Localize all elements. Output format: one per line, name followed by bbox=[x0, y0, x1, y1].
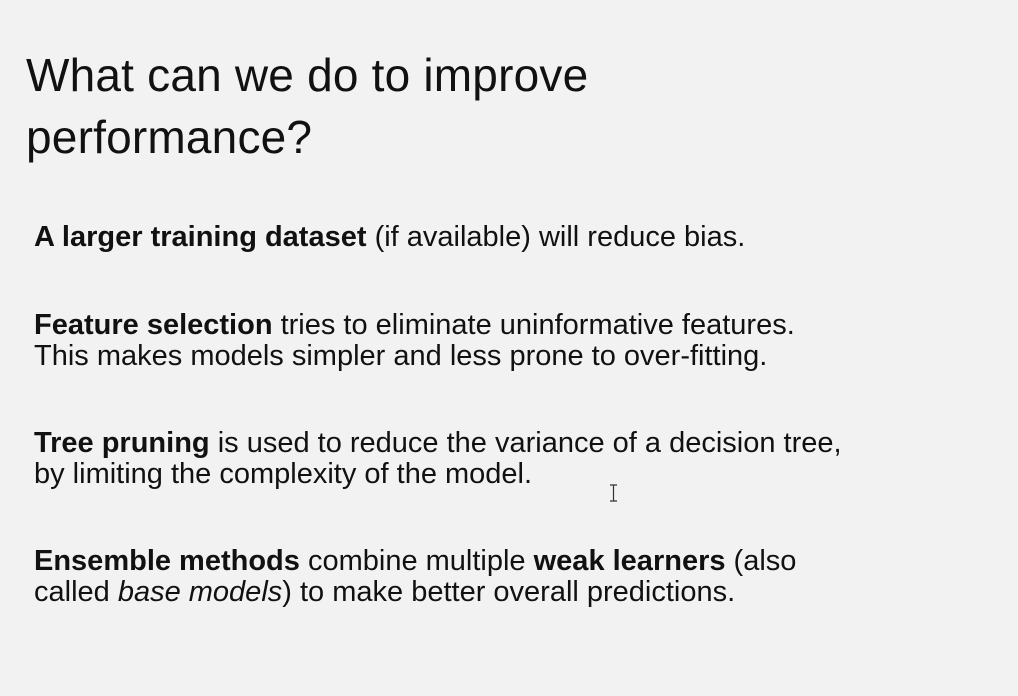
point-4-weak-learners: weak learners bbox=[533, 545, 726, 577]
point-3-lead: Tree pruning bbox=[34, 427, 210, 459]
point-feature-selection: Feature selection tries to eliminate uni… bbox=[34, 310, 795, 372]
point-ensemble-methods: Ensemble methods combine multiple weak l… bbox=[34, 546, 796, 608]
point-training-dataset: A larger training dataset (if available)… bbox=[34, 222, 745, 253]
point-4-line-2-start: called bbox=[34, 576, 118, 608]
point-4-line-2-end: ) to make better overall predictions. bbox=[282, 576, 736, 608]
point-2-text-line-2: This makes models simpler and less prone… bbox=[34, 340, 768, 372]
point-4-base-models: base models bbox=[117, 576, 283, 608]
point-1-text: (if available) will reduce bias. bbox=[366, 221, 746, 253]
point-2-lead: Feature selection bbox=[34, 309, 273, 341]
point-tree-pruning: Tree pruning is used to reduce the varia… bbox=[34, 428, 842, 490]
point-1-lead: A larger training dataset bbox=[34, 221, 367, 253]
title-line-1: What can we do to improve bbox=[26, 49, 589, 101]
slide-title: What can we do to improve performance? bbox=[26, 44, 786, 168]
point-3-text-line-2: by limiting the complexity of the model. bbox=[34, 458, 533, 490]
point-4-text-line-1: (also bbox=[725, 545, 797, 577]
title-line-2: performance? bbox=[26, 111, 313, 163]
point-3-text-line-1: is used to reduce the variance of a deci… bbox=[209, 427, 842, 459]
point-4-lead: Ensemble methods bbox=[34, 545, 300, 577]
point-2-text-line-1: tries to eliminate uninformative feature… bbox=[272, 309, 795, 341]
point-4-mid: combine multiple bbox=[299, 545, 534, 577]
text-cursor-icon bbox=[610, 484, 617, 502]
